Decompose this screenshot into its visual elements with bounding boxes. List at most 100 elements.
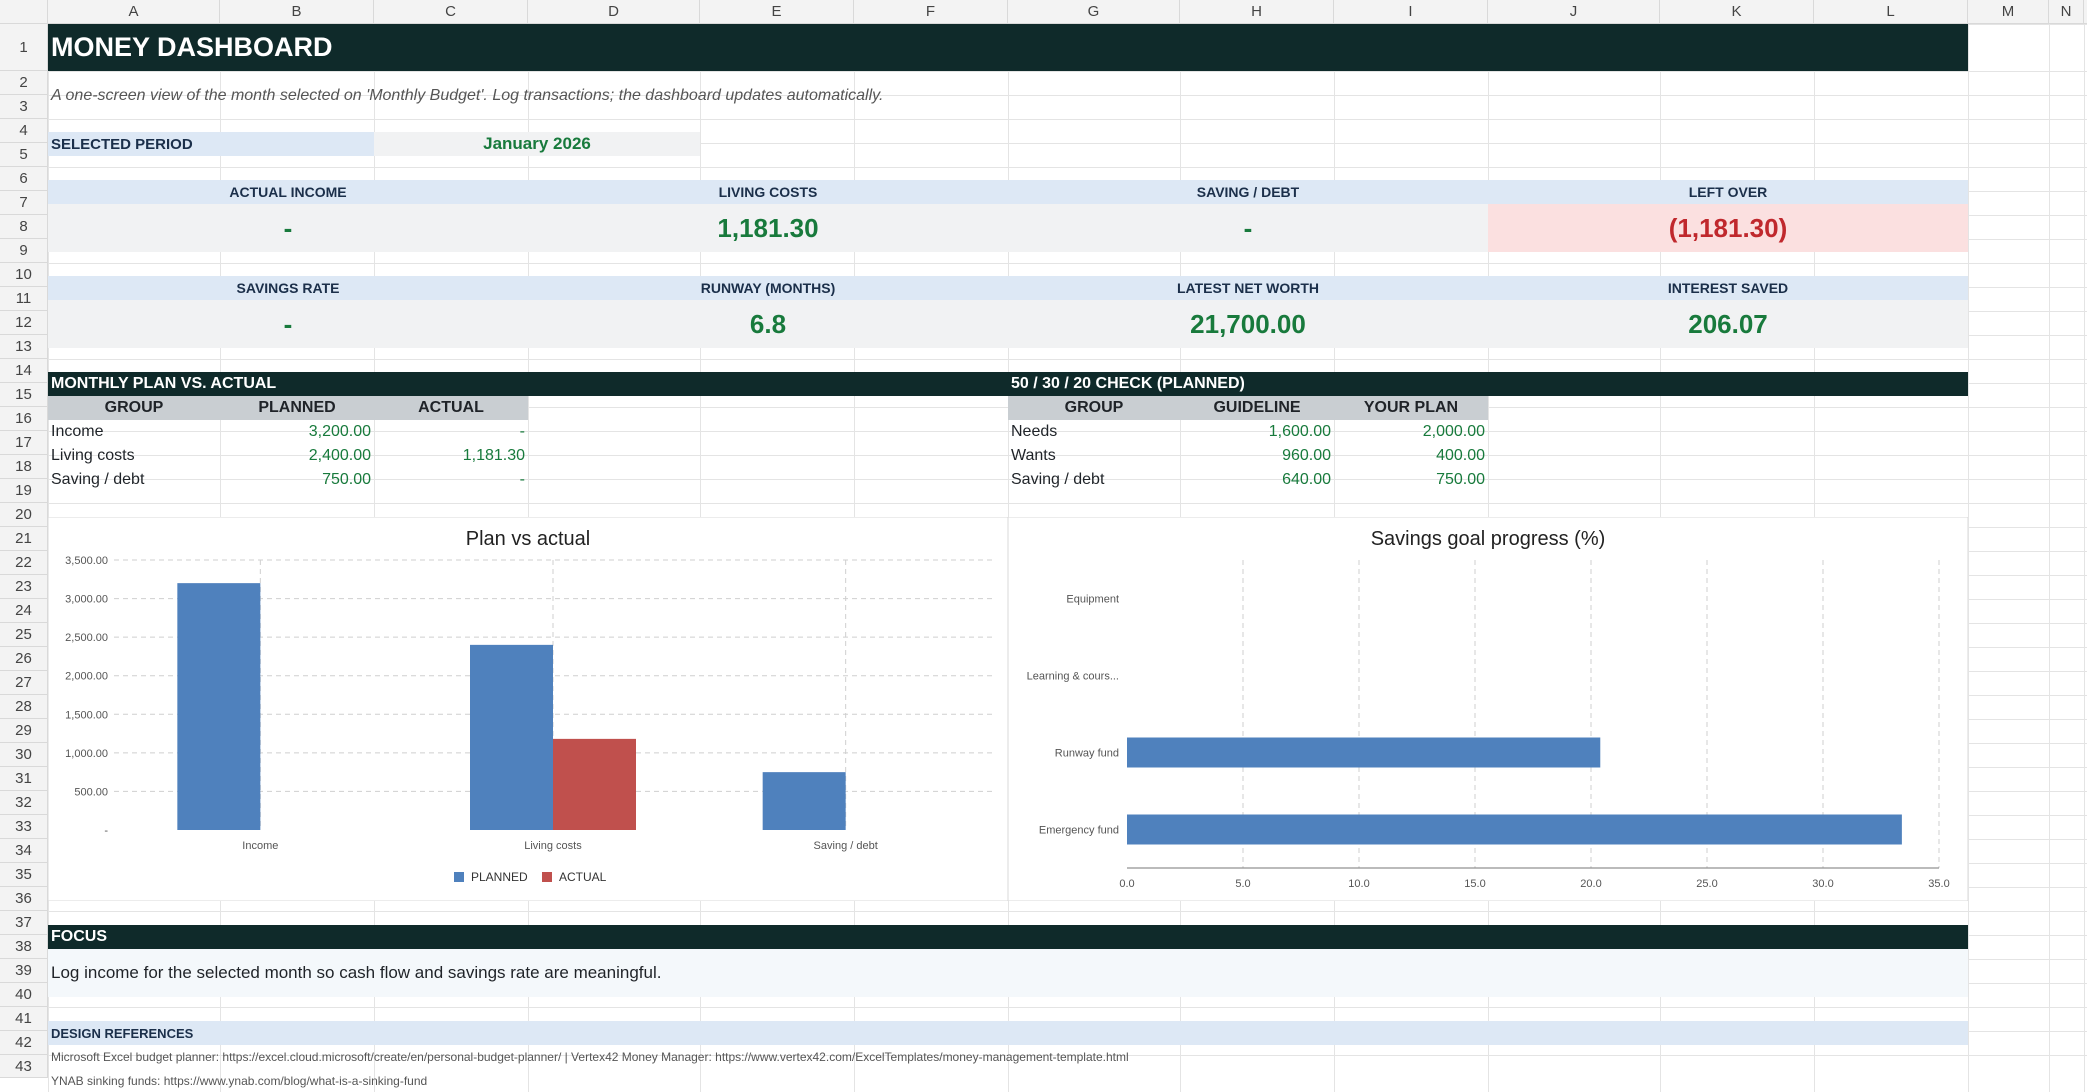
column-header[interactable]: O [2084, 0, 2087, 24]
table-row-planned[interactable]: 750.00 [322, 471, 371, 488]
row-header[interactable]: 5 [0, 143, 48, 167]
table-row-plan[interactable]: 750.00 [1436, 471, 1485, 488]
kpi-savings-rate-value: - [48, 300, 528, 348]
row-header[interactable]: 10 [0, 263, 48, 287]
kpi-left-over-label: LEFT OVER [1688, 184, 1768, 200]
row-header[interactable]: 12 [0, 311, 48, 335]
row-header[interactable]: 43 [0, 1055, 48, 1078]
column-header[interactable]: M [1968, 0, 2049, 24]
bar-planned[interactable] [762, 772, 846, 830]
row-header[interactable]: 36 [0, 887, 48, 911]
row-header[interactable]: 20 [0, 503, 48, 527]
row-header[interactable]: 41 [0, 1007, 48, 1031]
row-header[interactable]: 25 [0, 623, 48, 647]
column-header[interactable]: D [528, 0, 700, 24]
table-row-plan[interactable]: 2,000.00 [1422, 423, 1485, 440]
column-header[interactable]: E [700, 0, 854, 24]
column-header[interactable]: A [48, 0, 220, 24]
focus-text[interactable]: Log income for the selected month so cas… [48, 949, 1968, 997]
column-header[interactable]: C [374, 0, 528, 24]
row-header[interactable]: 21 [0, 527, 48, 551]
column-header[interactable]: B [220, 0, 374, 24]
row-header[interactable]: 11 [0, 287, 48, 311]
row-header[interactable]: 30 [0, 743, 48, 767]
row-header[interactable]: 15 [0, 383, 48, 407]
row-header[interactable]: 31 [0, 767, 48, 791]
row-header[interactable]: 2 [0, 71, 48, 95]
row-header[interactable]: 29 [0, 719, 48, 743]
row-header[interactable]: 22 [0, 551, 48, 575]
table-row-actual[interactable]: - [519, 423, 525, 440]
row-header[interactable]: 39 [0, 959, 48, 983]
table-row-plan[interactable]: 400.00 [1436, 447, 1485, 464]
reference-line-1[interactable]: Microsoft Excel budget planner: https://… [51, 1050, 1129, 1064]
savings-goal-chart[interactable]: Savings goal progress (%) 0.0 5.0 10.0 15.0… [1008, 517, 1968, 901]
row-header[interactable]: 37 [0, 911, 48, 935]
row-header[interactable]: 7 [0, 191, 48, 215]
row-header[interactable]: 42 [0, 1031, 48, 1055]
row-header[interactable]: 1 [0, 24, 48, 71]
column-header[interactable]: N [2049, 0, 2084, 24]
kpi-left-over-value: (1,181.30) [1488, 204, 1968, 252]
column-header[interactable]: J [1488, 0, 1660, 24]
table-row-group[interactable]: Living costs [51, 447, 135, 464]
row-header[interactable]: 16 [0, 407, 48, 431]
column-header[interactable]: G [1008, 0, 1180, 24]
row-header[interactable]: 13 [0, 335, 48, 359]
bar-planned[interactable] [177, 583, 261, 830]
row-header[interactable]: 23 [0, 575, 48, 599]
table-row-planned[interactable]: 3,200.00 [308, 423, 371, 440]
y-tick-label: 3,000.00 [65, 594, 108, 606]
row-header[interactable]: 24 [0, 599, 48, 623]
table-row-actual[interactable]: 1,181.30 [462, 447, 525, 464]
table-row-group[interactable]: Needs [1011, 423, 1058, 440]
table-row-actual[interactable]: - [519, 471, 525, 488]
legend-entry[interactable]: PLANNED [471, 870, 528, 884]
row-header[interactable]: 27 [0, 671, 48, 695]
table-row-guideline[interactable]: 960.00 [1282, 447, 1331, 464]
legend-entry[interactable]: ACTUAL [559, 870, 607, 884]
row-header[interactable]: 4 [0, 119, 48, 143]
bar-goal-progress[interactable] [1127, 737, 1601, 768]
column-header[interactable]: I [1334, 0, 1488, 24]
row-header[interactable]: 18 [0, 455, 48, 479]
bar-planned[interactable] [470, 644, 553, 830]
bar-actual[interactable] [553, 738, 636, 830]
column-header[interactable]: F [854, 0, 1008, 24]
table-row-guideline[interactable]: 640.00 [1282, 471, 1331, 488]
y-tick-label: Emergency fund [1039, 825, 1119, 837]
row-header[interactable]: 35 [0, 863, 48, 887]
row-header[interactable]: 14 [0, 359, 48, 383]
row-header[interactable]: 38 [0, 935, 48, 959]
table-row-planned[interactable]: 2,400.00 [308, 447, 371, 464]
table-row-group[interactable]: Saving / debt [51, 471, 145, 488]
kpi-saving-debt-label: SAVING / DEBT [1196, 184, 1300, 200]
row-header[interactable]: 34 [0, 839, 48, 863]
table-row-group[interactable]: Income [51, 423, 104, 440]
row-header[interactable]: 8 [0, 215, 48, 239]
row-header[interactable]: 17 [0, 431, 48, 455]
column-header[interactable]: L [1814, 0, 1968, 24]
plan-vs-actual-chart[interactable]: Plan vs actual - 500.00 1,000.00 1,500.00 2,… [48, 517, 1008, 901]
bar-goal-progress[interactable] [1127, 814, 1902, 845]
row-header[interactable]: 19 [0, 479, 48, 503]
row-header[interactable]: 28 [0, 695, 48, 719]
row-header[interactable]: 40 [0, 983, 48, 1007]
row-header[interactable]: 32 [0, 791, 48, 815]
kpi-runway-value: 6.8 [528, 300, 1008, 348]
row-header[interactable]: 33 [0, 815, 48, 839]
row-header[interactable]: 26 [0, 647, 48, 671]
column-header[interactable]: K [1660, 0, 1814, 24]
row-header[interactable]: 6 [0, 167, 48, 191]
column-header[interactable]: H [1180, 0, 1334, 24]
reference-line-2[interactable]: YNAB sinking funds: https://www.ynab.com… [51, 1073, 428, 1088]
row-header[interactable]: 3 [0, 95, 48, 119]
table-row-group[interactable]: Saving / debt [1011, 471, 1105, 488]
table-row-group[interactable]: Wants [1011, 447, 1056, 464]
table-row-guideline[interactable]: 1,600.00 [1268, 423, 1331, 440]
x-tick-label: 5.0 [1235, 878, 1250, 890]
selected-period-label: SELECTED PERIOD [48, 132, 374, 156]
select-all-corner[interactable] [0, 0, 48, 24]
row-header[interactable]: 9 [0, 239, 48, 263]
selected-period-value[interactable]: January 2026 [374, 132, 700, 156]
